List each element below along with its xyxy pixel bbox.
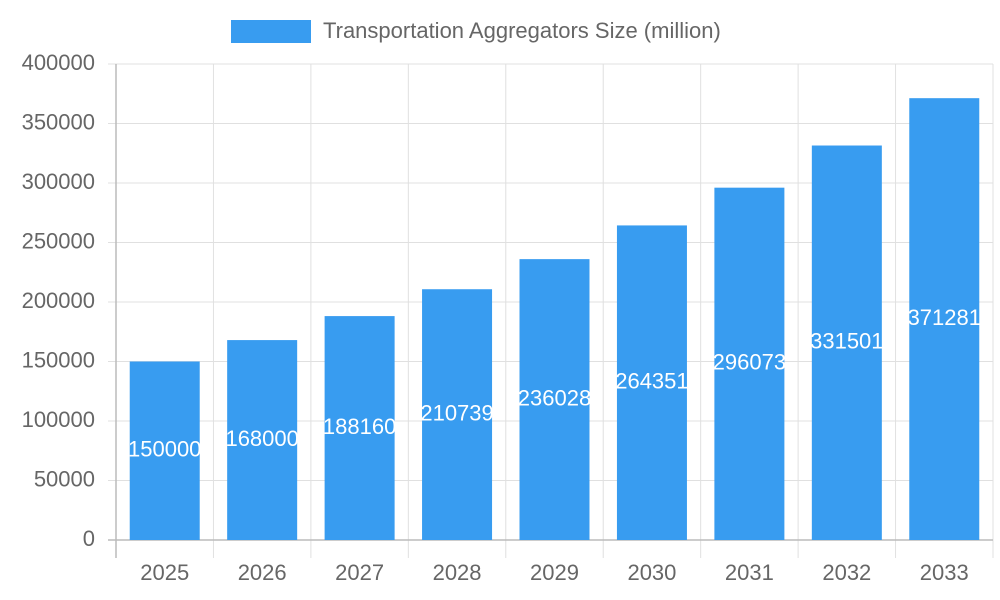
legend-swatch [231, 20, 311, 43]
data-label: 264351 [615, 369, 688, 394]
data-label: 188160 [323, 414, 396, 439]
data-label: 150000 [128, 437, 201, 462]
y-tick-label: 200000 [22, 288, 95, 313]
y-tick-label: 0 [83, 526, 95, 551]
bar [129, 361, 200, 540]
bar [909, 98, 980, 541]
bar [714, 187, 785, 540]
data-label: 371281 [908, 305, 981, 330]
data-label: 236028 [518, 385, 591, 410]
y-tick-label: 400000 [22, 50, 95, 75]
data-label: 331501 [810, 329, 883, 354]
y-tick-label: 250000 [22, 228, 95, 253]
y-tick-label: 300000 [22, 169, 95, 194]
bar [616, 225, 687, 541]
x-tick-label: 2029 [530, 560, 579, 585]
x-tick-label: 2026 [238, 560, 287, 585]
bar [519, 259, 590, 540]
bar [227, 340, 298, 540]
x-tick-label: 2031 [725, 560, 774, 585]
x-tick-label: 2032 [822, 560, 871, 585]
data-label: 296073 [713, 350, 786, 375]
x-tick-label: 2028 [433, 560, 482, 585]
x-tick-label: 2030 [627, 560, 676, 585]
y-tick-label: 50000 [34, 466, 95, 491]
data-label: 210739 [420, 400, 493, 425]
bar [422, 289, 493, 540]
x-tick-label: 2033 [920, 560, 969, 585]
y-tick-label: 350000 [22, 109, 95, 134]
y-tick-label: 100000 [22, 407, 95, 432]
data-label: 168000 [225, 426, 298, 451]
bar [324, 316, 395, 540]
x-tick-label: 2027 [335, 560, 384, 585]
y-tick-label: 150000 [22, 347, 95, 372]
bar [811, 145, 882, 541]
legend-label: Transportation Aggregators Size (million… [323, 18, 721, 43]
x-tick-label: 2025 [140, 560, 189, 585]
